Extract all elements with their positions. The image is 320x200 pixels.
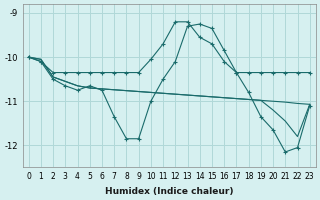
X-axis label: Humidex (Indice chaleur): Humidex (Indice chaleur): [105, 187, 233, 196]
